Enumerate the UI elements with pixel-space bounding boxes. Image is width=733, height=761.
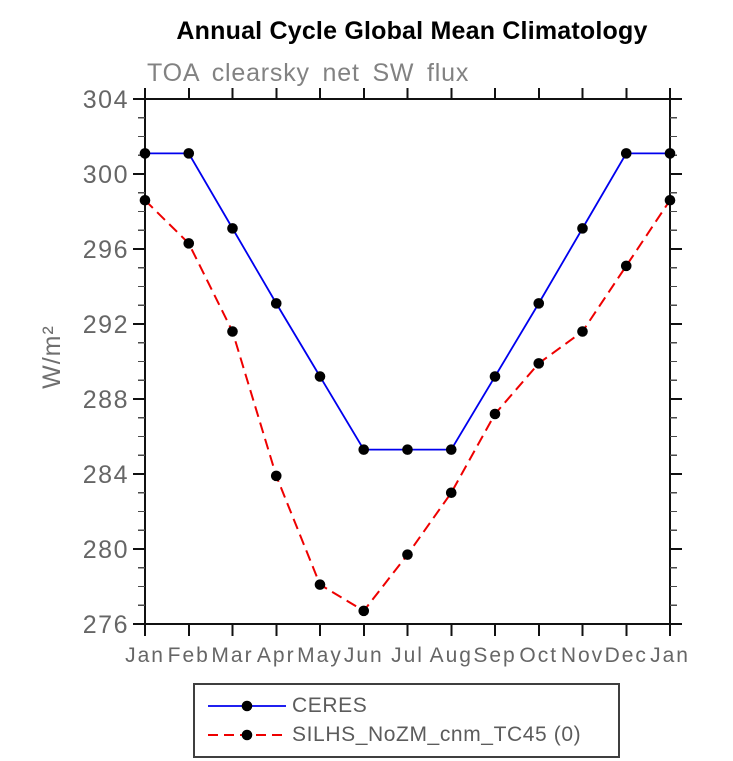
legend-item-silhs: SILHS_NoZM_cnm_TC45 (0) xyxy=(207,721,618,749)
data-point-0 xyxy=(402,444,413,455)
legend-item-ceres: CERES xyxy=(207,692,618,720)
y-tick-label: 292 xyxy=(83,311,129,339)
data-point-1 xyxy=(139,194,151,206)
legend: CERES SILHS_NoZM_cnm_TC45 (0) xyxy=(193,683,620,758)
x-tick-label: Feb xyxy=(168,644,210,667)
legend-marker-1 xyxy=(241,730,253,741)
y-tick-label: 288 xyxy=(83,386,129,414)
x-tick-label: Nov xyxy=(561,644,604,667)
ceres-line-sample xyxy=(208,700,286,711)
data-point-1 xyxy=(445,487,457,499)
data-point-0 xyxy=(358,444,370,455)
data-point-0 xyxy=(533,298,545,309)
x-tick-label: Aug xyxy=(430,644,473,667)
y-tick-label: 296 xyxy=(83,236,129,264)
y-tick-label: 304 xyxy=(83,86,129,114)
series-line-1 xyxy=(144,199,671,613)
data-point-0 xyxy=(664,148,676,159)
data-point-0 xyxy=(489,371,501,382)
data-point-0 xyxy=(314,371,326,382)
data-point-1 xyxy=(227,326,238,337)
data-point-0 xyxy=(227,223,238,234)
x-tick-label: Apr xyxy=(257,644,296,667)
y-tick-label: 300 xyxy=(83,161,129,189)
data-point-1 xyxy=(577,326,588,337)
data-point-0 xyxy=(183,148,195,159)
legend-label-silhs: SILHS_NoZM_cnm_TC45 (0) xyxy=(292,723,582,747)
data-point-1 xyxy=(402,549,413,560)
data-point-1 xyxy=(664,194,676,206)
y-tick-label: 284 xyxy=(83,461,129,489)
x-tick-label: May xyxy=(297,644,343,667)
data-point-0 xyxy=(445,444,457,455)
x-tick-label: Oct xyxy=(519,644,558,667)
x-tick-label: Sep xyxy=(473,644,516,667)
chart-subtitle: TOA clearsky net SW flux xyxy=(147,59,470,87)
data-point-1 xyxy=(358,605,370,617)
data-point-0 xyxy=(577,223,588,234)
x-tick-label: Dec xyxy=(605,644,648,667)
data-point-0 xyxy=(620,148,632,159)
data-point-1 xyxy=(270,470,282,482)
y-tick-label: 280 xyxy=(83,536,129,564)
data-point-0 xyxy=(139,148,151,159)
legend-label-ceres: CERES xyxy=(292,693,368,717)
data-point-0 xyxy=(270,298,282,309)
data-point-1 xyxy=(533,358,545,369)
data-point-1 xyxy=(489,408,501,420)
data-point-1 xyxy=(314,579,326,590)
silhs-line-sample xyxy=(208,730,286,741)
data-point-1 xyxy=(620,260,632,272)
data-point-1 xyxy=(183,238,195,249)
y-tick-label: 276 xyxy=(83,611,129,639)
x-tick-label: Jan xyxy=(650,644,690,667)
x-tick-label: Mar xyxy=(211,644,253,667)
x-tick-label: Jan xyxy=(125,644,165,667)
legend-marker-0 xyxy=(241,700,253,711)
plot-border xyxy=(144,98,671,625)
x-tick-label: Jun xyxy=(344,644,384,667)
x-tick-label: Jul xyxy=(391,644,424,667)
series-line-0 xyxy=(145,152,670,451)
chart-title: Annual Cycle Global Mean Climatology xyxy=(176,17,648,45)
